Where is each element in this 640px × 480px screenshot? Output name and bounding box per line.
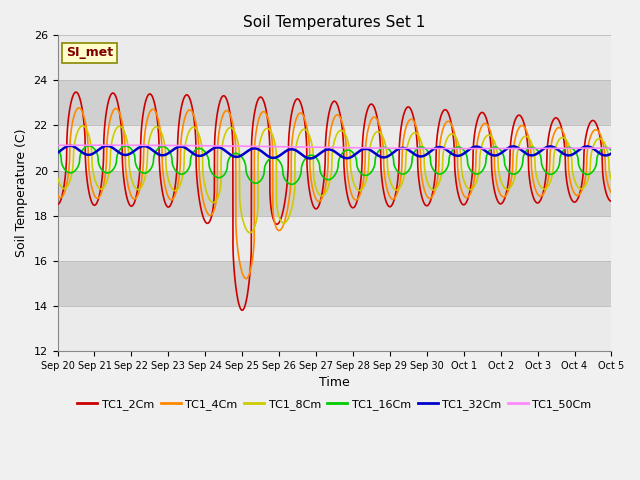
Y-axis label: Soil Temperature (C): Soil Temperature (C) — [15, 129, 28, 257]
Bar — [58, 306, 611, 351]
Bar — [58, 170, 611, 216]
Bar — [58, 125, 611, 170]
Bar — [58, 36, 611, 81]
X-axis label: Time: Time — [319, 376, 350, 389]
Bar — [58, 81, 611, 125]
Bar — [58, 216, 611, 261]
Legend: TC1_2Cm, TC1_4Cm, TC1_8Cm, TC1_16Cm, TC1_32Cm, TC1_50Cm: TC1_2Cm, TC1_4Cm, TC1_8Cm, TC1_16Cm, TC1… — [73, 395, 596, 415]
Text: SI_met: SI_met — [66, 47, 113, 60]
Title: Soil Temperatures Set 1: Soil Temperatures Set 1 — [243, 15, 426, 30]
Bar — [58, 261, 611, 306]
